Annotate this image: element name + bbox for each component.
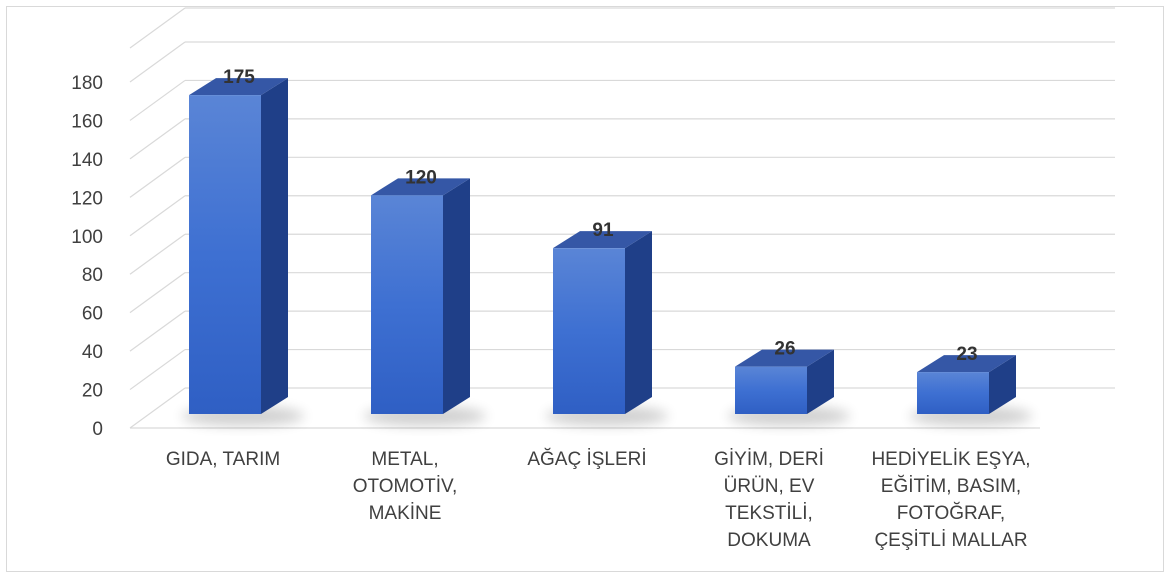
gridline-side	[129, 310, 186, 352]
gridline-side	[129, 349, 186, 391]
y-tick-label: 180	[71, 73, 103, 94]
y-tick-label: 80	[82, 265, 103, 286]
bar-top	[553, 231, 652, 249]
gridline-side	[129, 233, 186, 275]
y-tick-label: 100	[71, 227, 103, 248]
data-label: 23	[956, 344, 977, 365]
gridline-side	[129, 195, 186, 237]
bar-side	[443, 178, 470, 414]
x-category-label: GİYİM, DERİ ÜRÜN, EV TEKSTİLİ, DOKUMA	[714, 449, 824, 551]
y-tick-label: 0	[92, 419, 103, 440]
bar	[371, 195, 443, 414]
gridline-side	[129, 272, 186, 314]
data-labels: 175 120 91 26 23	[223, 67, 977, 365]
bar	[553, 248, 625, 414]
x-category-label: METAL, OTOMOTİV, MAKİNE	[352, 449, 458, 524]
y-tick-label: 160	[71, 111, 103, 132]
x-category-label: GIDA, TARIM	[165, 449, 281, 470]
bar-side	[261, 78, 288, 414]
x-category-label: AĞAÇ İŞLERİ	[527, 449, 647, 470]
bar-side	[807, 349, 834, 414]
y-tick-label: 140	[71, 150, 103, 171]
bar-top	[917, 355, 1016, 373]
chart-frame	[6, 6, 1164, 572]
bar-top	[371, 178, 470, 196]
gridline-side	[129, 41, 186, 83]
x-category-label: HEDİYELİK EŞYA, EĞİTİM, BASIM, FOTOĞRAF,…	[871, 449, 1031, 551]
bars	[181, 78, 1033, 426]
y-tick-label: 120	[71, 188, 103, 209]
y-tick-label: 40	[82, 342, 103, 363]
y-tick-label: 60	[82, 304, 103, 325]
gridline-side	[129, 156, 186, 198]
bar	[189, 95, 261, 414]
bar-top	[735, 349, 834, 367]
data-label: 26	[774, 339, 795, 360]
data-label: 120	[405, 167, 437, 188]
bar-side	[989, 355, 1016, 414]
bar	[735, 366, 807, 414]
floor-side-line	[129, 387, 186, 429]
y-tick-label: 20	[82, 381, 103, 402]
bar-top	[189, 78, 288, 96]
data-label: 91	[592, 220, 614, 241]
gridline-side	[129, 7, 186, 49]
bar	[917, 372, 989, 414]
gridlines	[129, 7, 1115, 429]
gridline-side	[129, 79, 186, 121]
gridline-side	[129, 118, 186, 160]
bar-side	[625, 231, 652, 414]
y-axis-ticks: 0 20 40 60 80 100 120 140 160 180	[71, 73, 103, 440]
data-label: 175	[223, 67, 255, 88]
